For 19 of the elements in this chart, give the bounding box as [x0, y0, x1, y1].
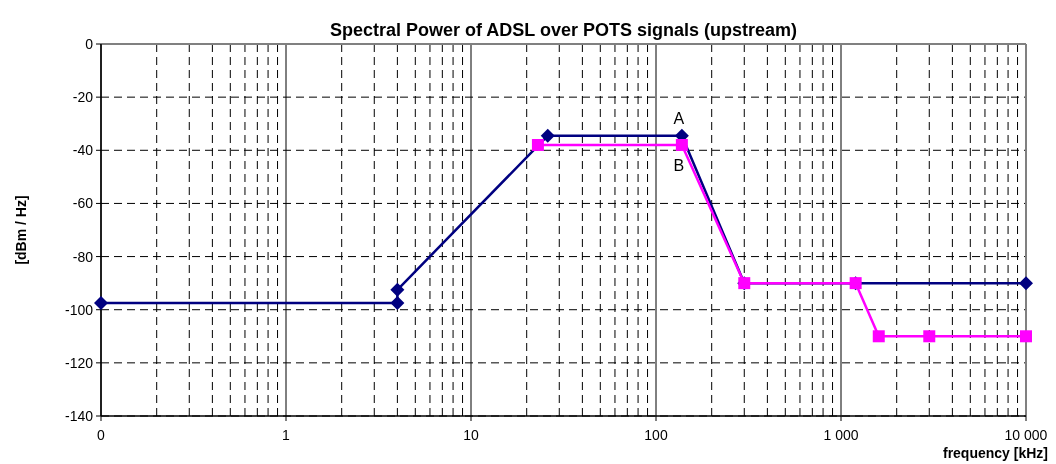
x-tick-label: 1 — [282, 427, 291, 443]
x-tick-label: 100 — [644, 427, 668, 443]
y-tick-label: -100 — [64, 301, 94, 318]
y-tick-label: -140 — [64, 408, 94, 424]
y-tick-label: -20 — [72, 89, 94, 106]
x-tick-label: 10 — [463, 427, 479, 443]
y-tick-label: -60 — [72, 195, 94, 212]
y-axis-title: [dBm / Hz] — [13, 195, 29, 265]
annotation: B — [673, 156, 685, 174]
chart-title: Spectral Power of ADSL over POTS signals (upstream) — [329, 20, 798, 40]
x-axis-title: frequency [kHz] — [942, 445, 1048, 461]
x-tick-label: 0 — [97, 427, 106, 443]
y-tick-label: -120 — [64, 354, 94, 371]
x-tick-label: 1 000 — [823, 427, 859, 443]
y-tick-label: 0 — [85, 36, 94, 52]
y-tick-label: -80 — [72, 248, 94, 265]
x-tick-label: 10 000 — [1004, 427, 1048, 443]
y-tick-label: -40 — [72, 142, 94, 159]
annotation: A — [673, 109, 685, 127]
